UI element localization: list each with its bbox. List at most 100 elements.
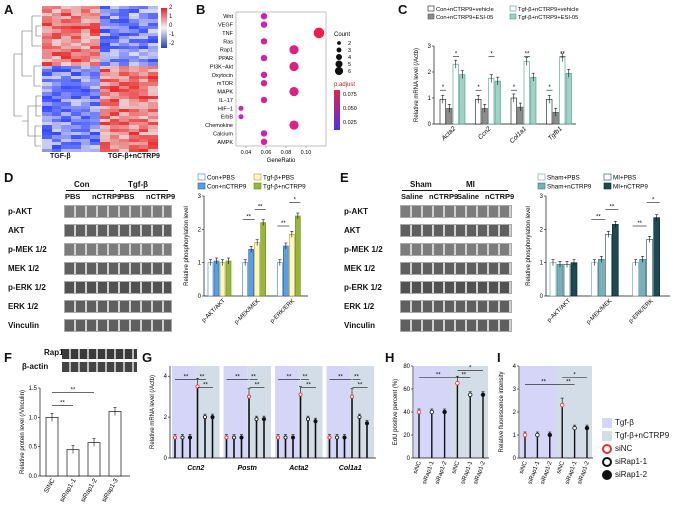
bar — [452, 63, 459, 125]
heatmap-cell — [148, 65, 159, 70]
count-legend-label: 3 — [348, 48, 351, 54]
heatmap-cell — [148, 112, 159, 116]
y-tick-label: 4 — [164, 374, 168, 380]
heatmap-cell — [148, 88, 159, 93]
panel-i-chart: 0 1 2 3 4 Relative fluorescence intensity siNC… — [499, 364, 593, 485]
heatmap-cell — [90, 115, 101, 120]
heatmap-cell — [109, 135, 120, 140]
heatmap-cell — [80, 79, 91, 83]
heatmap-cell — [90, 22, 101, 27]
heatmap-cell — [42, 25, 53, 30]
heatmap-cell — [129, 145, 140, 150]
heatmap-cell — [109, 52, 120, 57]
heatmap-cell — [71, 69, 82, 73]
heatmap-cell — [51, 128, 62, 133]
legend-label: Con+nCTRP9 — [207, 184, 247, 191]
legend-swatch — [253, 173, 262, 181]
heatmap-cell — [80, 122, 91, 126]
heatmap-cell — [90, 35, 101, 40]
heatmap-cell — [71, 9, 82, 14]
heatmap-cell — [80, 59, 91, 63]
heatmap-cell — [109, 12, 120, 17]
group-bg-tgfb-nctrp9 — [350, 366, 374, 458]
heatmap-cell — [71, 42, 82, 47]
legend-swatch — [509, 5, 517, 12]
heatmap-cell — [42, 9, 53, 14]
heatmap-cell — [90, 105, 101, 110]
heatmap-cell — [109, 125, 120, 130]
data-point — [289, 120, 299, 130]
data-point — [289, 45, 299, 55]
x-category-label: p-MEK/MEK — [586, 298, 614, 326]
heatmap-cell — [90, 15, 101, 20]
heatmap-cell — [119, 9, 130, 14]
heatmap-cell — [80, 12, 91, 17]
heatmap-cell — [80, 105, 91, 110]
data-point — [238, 105, 244, 111]
heatmap-cell — [61, 125, 72, 130]
heatmap-cell — [71, 142, 82, 146]
blot-lane-label: Saline — [401, 192, 424, 201]
y-tick-label: 1 — [540, 261, 544, 267]
heatmap-cell — [80, 95, 91, 100]
blot-strip — [64, 262, 172, 275]
heatmap-cell — [61, 62, 72, 67]
heatmap-cell — [109, 105, 120, 110]
group-bg-tgfb-nctrp9 — [195, 366, 220, 458]
heatmap-cell — [90, 52, 101, 57]
blot-strip — [400, 224, 512, 237]
heatmap — [42, 6, 159, 153]
heatmap-cell — [90, 75, 101, 80]
heatmap-cell — [119, 55, 130, 60]
heatmap-cell — [138, 75, 149, 80]
heatmap-cell — [138, 29, 149, 33]
heatmap-cell — [80, 19, 91, 23]
sig-label: ** — [354, 374, 359, 380]
heatmap-cell — [119, 6, 130, 10]
heatmap-cell — [71, 92, 82, 96]
colorbar-tick: 1 — [169, 14, 173, 20]
heatmap-cell — [109, 85, 120, 90]
heatmap-cell — [148, 125, 159, 130]
heatmap-cell — [71, 118, 82, 123]
y-tick-label: 80 — [403, 364, 410, 370]
term-label: Wnt — [223, 14, 233, 20]
heatmap-cell — [61, 105, 72, 110]
heatmap-cell — [148, 45, 159, 50]
bar — [523, 61, 530, 125]
heatmap-cell — [42, 6, 53, 10]
heatmap-cell — [119, 39, 130, 43]
blot-header-line — [66, 190, 114, 191]
heatmap-cell — [138, 69, 149, 73]
sig-label: ** — [461, 373, 466, 379]
bar — [248, 249, 254, 297]
colorbar-tick: 0 — [169, 23, 173, 29]
heatmap-cell — [109, 92, 120, 96]
heatmap-cell — [148, 12, 159, 17]
heatmap-cell — [109, 9, 120, 14]
data-point — [260, 79, 268, 87]
heatmap-cell — [138, 42, 149, 47]
blot-strip — [64, 243, 172, 256]
heatmap-cell — [71, 15, 82, 20]
plot-frame — [235, 11, 327, 147]
gene-label: Tgfb1 — [547, 125, 564, 142]
heatmap-cell — [129, 62, 140, 67]
blot-row-label: p-ERK 1/2 — [344, 283, 382, 292]
heatmap-cell — [51, 9, 62, 14]
heatmap-cell — [119, 62, 130, 67]
panel-d-blots: Con Tgf-β PBS nCTRP9 PBS nCTRP9 p-AKT AKT p-MEK … — [8, 170, 175, 340]
heatmap-cell — [90, 69, 101, 73]
panel-d-label: D — [4, 170, 14, 185]
heatmap-cell — [61, 35, 72, 40]
heatmap-cell — [109, 122, 120, 126]
heatmap-cell — [100, 122, 111, 126]
blot-strip — [64, 300, 172, 313]
heatmap-cell — [51, 39, 62, 43]
heatmap-cell — [42, 125, 53, 130]
heatmap-cell — [100, 75, 111, 80]
heatmap-cell — [90, 85, 101, 90]
heatmap-group-2: TGF-β+nCTRP9 — [108, 153, 160, 160]
heatmap-cell — [42, 88, 53, 93]
heatmap-cell — [109, 132, 120, 136]
